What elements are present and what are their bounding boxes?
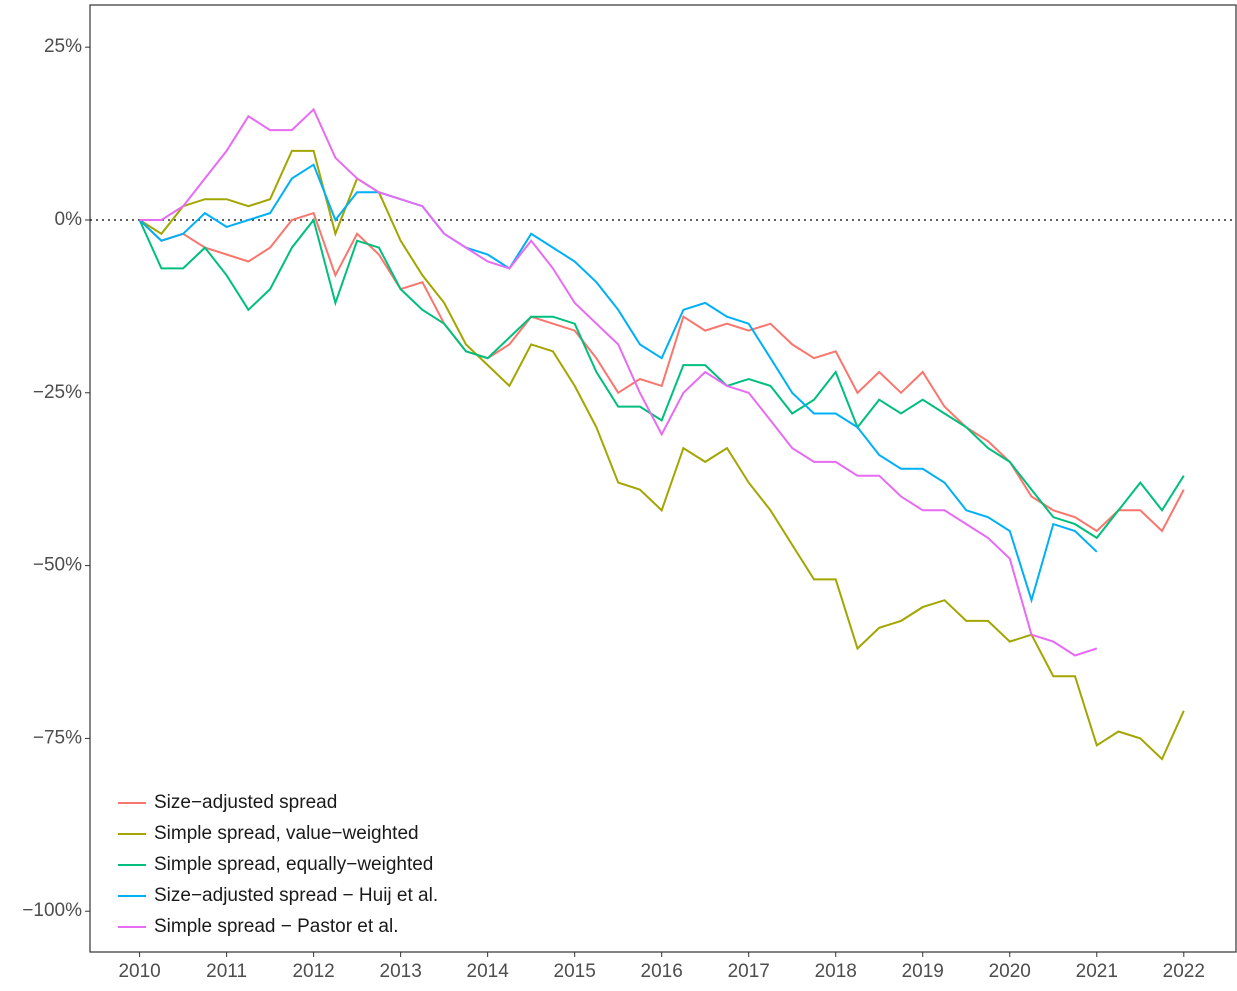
x-tick-label: 2010 — [118, 961, 160, 982]
legend-label: Size−adjusted spread − Huij et al. — [154, 885, 438, 906]
y-tick-label: −25% — [33, 382, 82, 403]
y-tick-label: −75% — [33, 727, 82, 748]
x-tick-label: 2017 — [728, 961, 770, 982]
x-tick-label: 2020 — [989, 961, 1031, 982]
series-line — [138, 217, 1185, 540]
y-tick-label: −100% — [22, 900, 82, 921]
legend-label: Simple spread, value−weighted — [154, 823, 419, 844]
legend-label: Simple spread − Pastor et al. — [154, 916, 399, 937]
y-tick-label: 25% — [44, 36, 82, 57]
x-tick-label: 2016 — [641, 961, 683, 982]
series-line — [139, 107, 1098, 657]
x-tick-label: 2014 — [467, 961, 510, 982]
x-tick-label: 2022 — [1163, 961, 1205, 982]
legend-label: Size−adjusted spread — [154, 792, 337, 813]
legend-label: Simple spread, equally−weighted — [154, 854, 433, 875]
x-tick-label: 2019 — [902, 961, 944, 982]
x-tick-label: 2012 — [292, 961, 334, 982]
series-line — [139, 149, 1185, 761]
y-tick-label: 0% — [55, 209, 83, 230]
plot-frame — [89, 4, 1237, 953]
x-tick-label: 2015 — [554, 961, 596, 982]
x-tick-label: 2021 — [1076, 961, 1118, 982]
x-tick-label: 2011 — [206, 961, 247, 982]
x-tick-label: 2013 — [380, 961, 422, 982]
x-tick-label: 2018 — [815, 961, 857, 982]
y-tick-label: −50% — [33, 555, 82, 576]
series-line — [138, 163, 1098, 604]
